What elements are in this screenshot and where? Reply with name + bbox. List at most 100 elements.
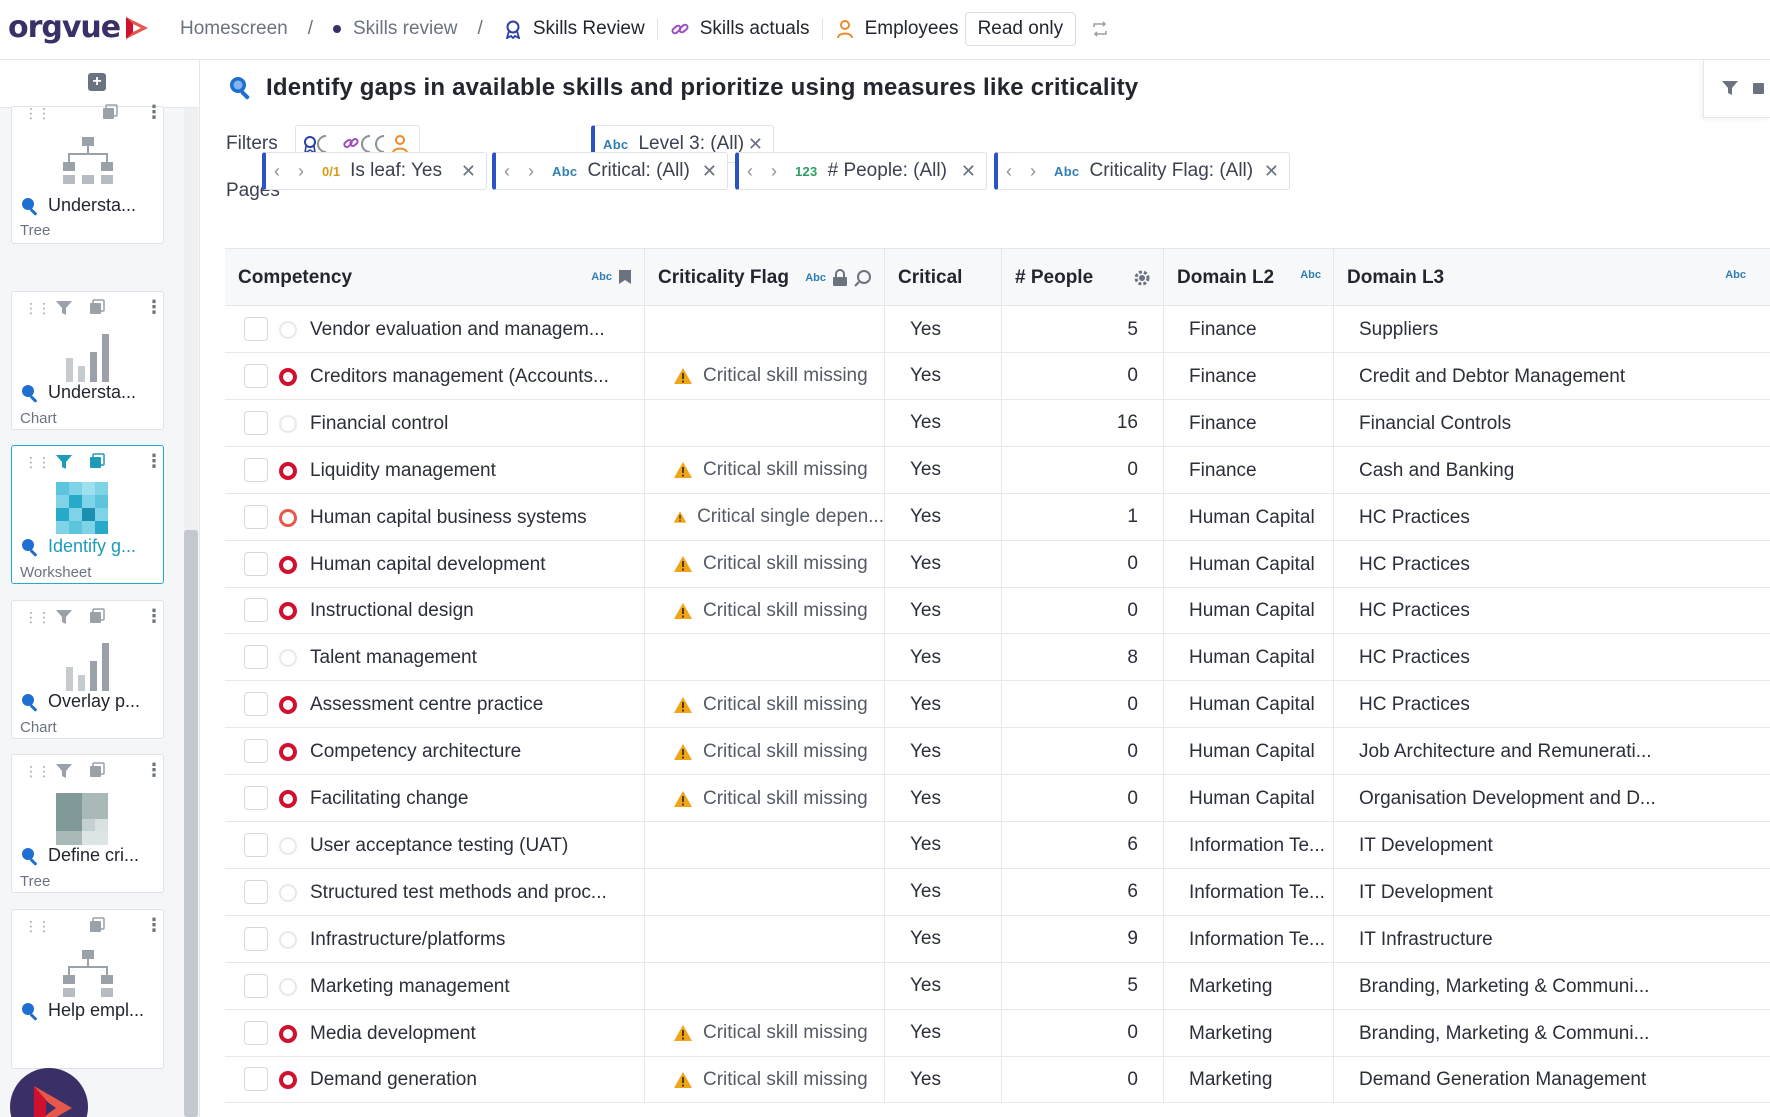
cell-domain-l3[interactable]: IT Infrastructure — [1334, 916, 1770, 963]
table-row[interactable]: Instructional design Critical skill miss… — [225, 587, 1770, 635]
tab-skills-review[interactable]: Skills Review — [503, 18, 645, 40]
cell-critical[interactable]: Yes — [885, 306, 1002, 353]
cell-domain-l3[interactable]: Branding, Marketing & Communi... — [1334, 963, 1770, 1010]
cell-competency[interactable]: Talent management — [225, 634, 645, 682]
drag-handle-icon[interactable]: ⋮⋮ — [24, 105, 51, 121]
sidebar-card-identify-worksheet[interactable]: ⋮⋮ ⋮ Identify g... Worksheet — [11, 445, 164, 584]
row-checkbox[interactable] — [244, 363, 268, 388]
filter-icon[interactable] — [54, 607, 74, 627]
cell-competency[interactable]: Facilitating change — [225, 775, 645, 822]
cell-domain-l2[interactable]: Information Te... — [1164, 868, 1334, 916]
cell-people[interactable]: 0 — [1002, 540, 1164, 588]
next-icon[interactable]: › — [771, 160, 777, 181]
row-checkbox[interactable] — [244, 551, 268, 576]
cell-competency[interactable]: Infrastructure/platforms — [225, 915, 645, 963]
cell-critical[interactable]: Yes — [885, 915, 1002, 963]
cell-people[interactable]: 0 — [1002, 1009, 1164, 1057]
copy-icon[interactable] — [87, 761, 107, 781]
cell-domain-l2[interactable]: Marketing — [1164, 1056, 1334, 1104]
drag-handle-icon[interactable]: ⋮⋮ — [24, 454, 51, 470]
cell-domain-l3[interactable]: HC Practices — [1334, 587, 1770, 634]
column-header-domain-l3[interactable]: Domain L3 Abc — [1334, 249, 1770, 307]
cell-critical[interactable]: Yes — [885, 446, 1002, 494]
cell-competency[interactable]: Competency architecture — [225, 728, 645, 776]
cell-criticality-flag[interactable]: Critical skill missing — [645, 587, 885, 635]
filter-icon[interactable] — [1720, 78, 1740, 98]
cell-domain-l3[interactable]: HC Practices — [1334, 634, 1770, 681]
cell-critical[interactable]: Yes — [885, 728, 1002, 776]
table-row[interactable]: Facilitating change Critical skill missi… — [225, 775, 1770, 822]
cell-domain-l3[interactable]: Suppliers — [1334, 306, 1770, 353]
cell-domain-l2[interactable]: Human Capital — [1164, 728, 1334, 776]
row-checkbox[interactable] — [244, 739, 268, 764]
cell-critical[interactable]: Yes — [885, 493, 1002, 541]
cell-people[interactable]: 5 — [1002, 962, 1164, 1010]
row-checkbox[interactable] — [244, 645, 268, 670]
row-checkbox[interactable] — [244, 410, 268, 435]
remove-page-icon[interactable]: ✕ — [1263, 160, 1279, 181]
drag-handle-icon[interactable]: ⋮⋮ — [24, 300, 51, 316]
cell-criticality-flag[interactable]: Critical skill missing — [645, 446, 885, 494]
drag-handle-icon[interactable]: ⋮⋮ — [24, 763, 51, 779]
cell-domain-l2[interactable]: Information Te... — [1164, 821, 1334, 869]
copy-icon[interactable] — [87, 298, 107, 318]
copy-icon[interactable] — [87, 607, 107, 627]
more-icon[interactable]: ⋮ — [145, 102, 163, 122]
copy-icon[interactable] — [1750, 78, 1770, 98]
cell-domain-l2[interactable]: Human Capital — [1164, 634, 1334, 682]
cell-criticality-flag[interactable] — [645, 915, 885, 963]
row-checkbox[interactable] — [244, 317, 268, 341]
cell-competency[interactable]: Human capital development — [225, 540, 645, 588]
prev-icon[interactable]: ‹ — [747, 160, 753, 181]
column-header-criticality-flag[interactable]: Criticality Flag Abc — [645, 249, 885, 307]
cell-critical[interactable]: Yes — [885, 540, 1002, 588]
row-checkbox[interactable] — [244, 692, 268, 717]
cell-criticality-flag[interactable]: Critical skill missing — [645, 775, 885, 822]
column-header-critical[interactable]: Critical — [885, 249, 1002, 307]
cell-people[interactable]: 0 — [1002, 446, 1164, 494]
cell-criticality-flag[interactable] — [645, 306, 885, 353]
cell-critical[interactable]: Yes — [885, 634, 1002, 682]
drag-handle-icon[interactable]: ⋮⋮ — [24, 609, 51, 625]
cell-domain-l2[interactable]: Information Te... — [1164, 915, 1334, 963]
cell-criticality-flag[interactable]: Critical skill missing — [645, 1056, 885, 1104]
remove-page-icon[interactable]: ✕ — [960, 160, 976, 181]
cell-domain-l2[interactable]: Human Capital — [1164, 681, 1334, 729]
more-icon[interactable]: ⋮ — [145, 606, 163, 626]
cell-competency[interactable]: User acceptance testing (UAT) — [225, 821, 645, 869]
cell-critical[interactable]: Yes — [885, 681, 1002, 729]
table-row[interactable]: Vendor evaluation and managem... Yes 5 F… — [225, 306, 1770, 353]
cell-criticality-flag[interactable] — [645, 399, 885, 447]
cell-domain-l2[interactable]: Finance — [1164, 352, 1334, 400]
people-page-chip[interactable]: ‹ › 123 # People: (All) ✕ — [735, 152, 987, 190]
copy-icon[interactable] — [87, 452, 107, 472]
cell-competency[interactable]: Creditors management (Accounts... — [225, 352, 645, 400]
row-checkbox[interactable] — [244, 504, 268, 529]
cell-people[interactable]: 0 — [1002, 681, 1164, 729]
remove-page-icon[interactable]: ✕ — [460, 160, 476, 181]
filter-icon[interactable] — [54, 452, 74, 472]
cell-people[interactable]: 9 — [1002, 915, 1164, 963]
table-row[interactable]: Infrastructure/platforms Yes 9 Informati… — [225, 915, 1770, 963]
table-row[interactable]: Talent management Yes 8 Human Capital HC… — [225, 634, 1770, 682]
more-icon[interactable]: ⋮ — [145, 297, 163, 317]
cell-domain-l2[interactable]: Finance — [1164, 399, 1334, 447]
cell-people[interactable]: 6 — [1002, 868, 1164, 916]
cell-competency[interactable]: Assessment centre practice — [225, 681, 645, 729]
cell-critical[interactable]: Yes — [885, 821, 1002, 869]
table-row[interactable]: Human capital business systems Critical … — [225, 493, 1770, 541]
cell-critical[interactable]: Yes — [885, 1056, 1002, 1104]
row-checkbox[interactable] — [244, 832, 268, 857]
help-launcher-button[interactable] — [10, 1068, 88, 1117]
table-row[interactable]: Marketing management Yes 5 Marketing Bra… — [225, 962, 1770, 1010]
table-row[interactable]: Liquidity management Critical skill miss… — [225, 446, 1770, 494]
cell-people[interactable]: 6 — [1002, 821, 1164, 869]
row-checkbox[interactable] — [244, 1067, 268, 1092]
prev-icon[interactable]: ‹ — [1006, 160, 1012, 181]
table-row[interactable]: Structured test methods and proc... Yes … — [225, 868, 1770, 916]
cell-domain-l3[interactable]: Financial Controls — [1334, 400, 1770, 447]
breadcrumb-home[interactable]: Homescreen — [180, 18, 288, 39]
is-leaf-page-chip[interactable]: ‹ › 0/1 Is leaf: Yes ✕ — [262, 152, 487, 190]
filter-icon[interactable] — [54, 761, 74, 781]
breadcrumb-skills-review[interactable]: Skills review — [333, 18, 458, 40]
